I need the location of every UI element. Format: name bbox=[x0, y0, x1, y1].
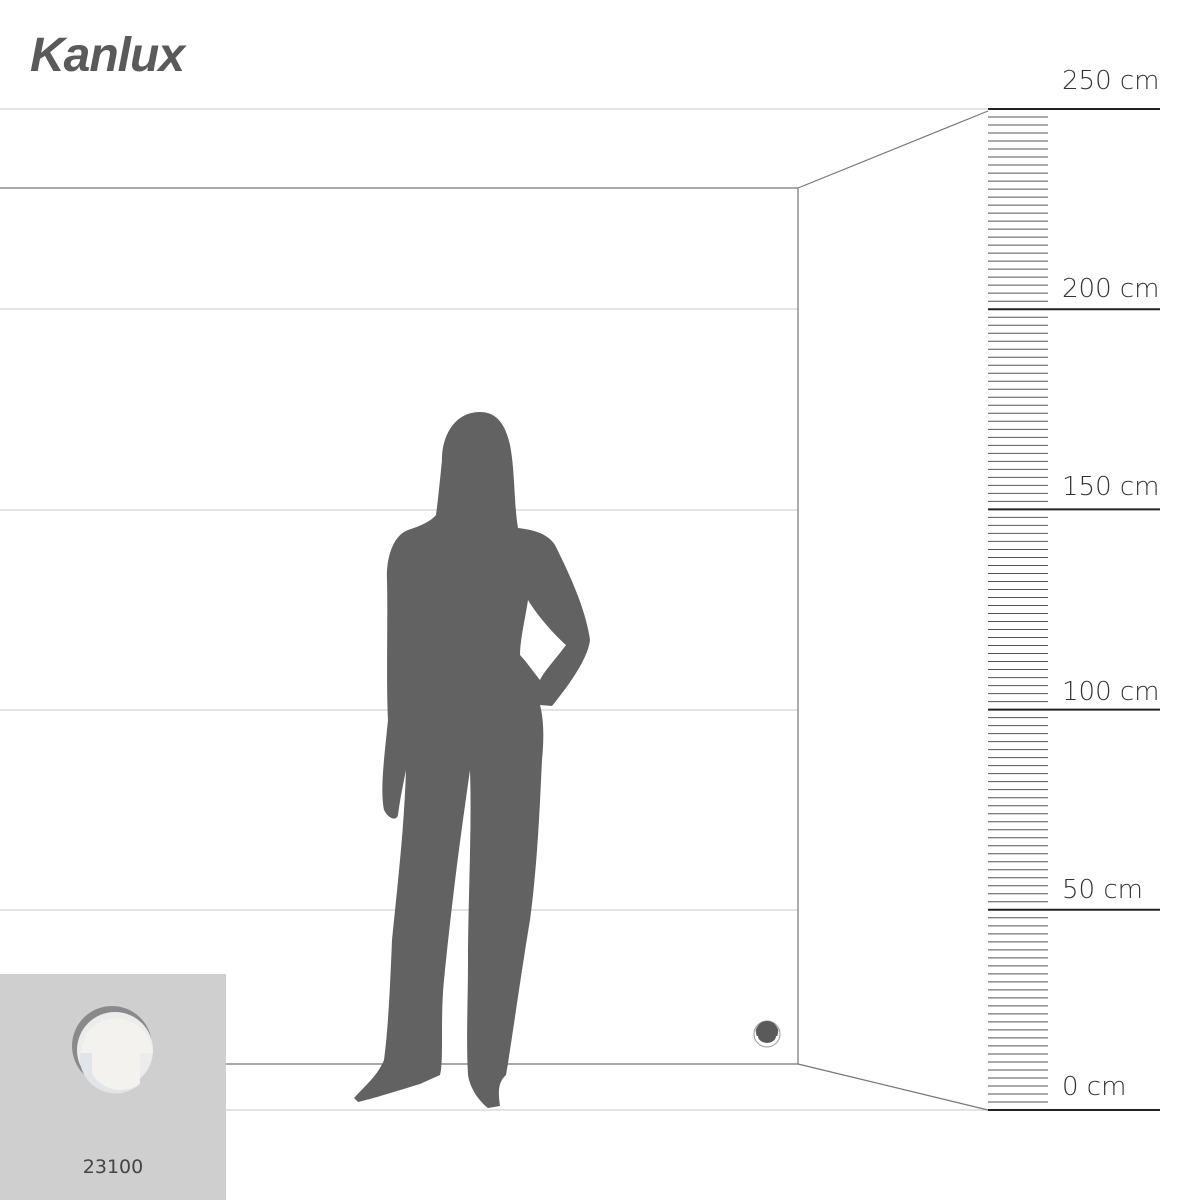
height-ruler bbox=[988, 108, 1160, 1111]
scale-label-0: 0 cm bbox=[1062, 1072, 1127, 1102]
wall-lamp bbox=[753, 1020, 781, 1048]
kanlux-logo: Kanlux bbox=[30, 29, 185, 82]
scale-label-200: 200 cm bbox=[1062, 274, 1160, 304]
scale-label-100: 100 cm bbox=[1062, 677, 1160, 707]
woman-silhouette bbox=[354, 412, 590, 1108]
product-code: 23100 bbox=[82, 1156, 144, 1178]
scale-label-150: 150 cm bbox=[1062, 472, 1160, 502]
scale-label-250: 250 cm bbox=[1062, 66, 1160, 96]
back-wall bbox=[0, 110, 989, 1111]
product-inset bbox=[0, 974, 226, 1200]
scale-label-50: 50 cm bbox=[1062, 875, 1143, 905]
product-image bbox=[72, 1006, 153, 1094]
